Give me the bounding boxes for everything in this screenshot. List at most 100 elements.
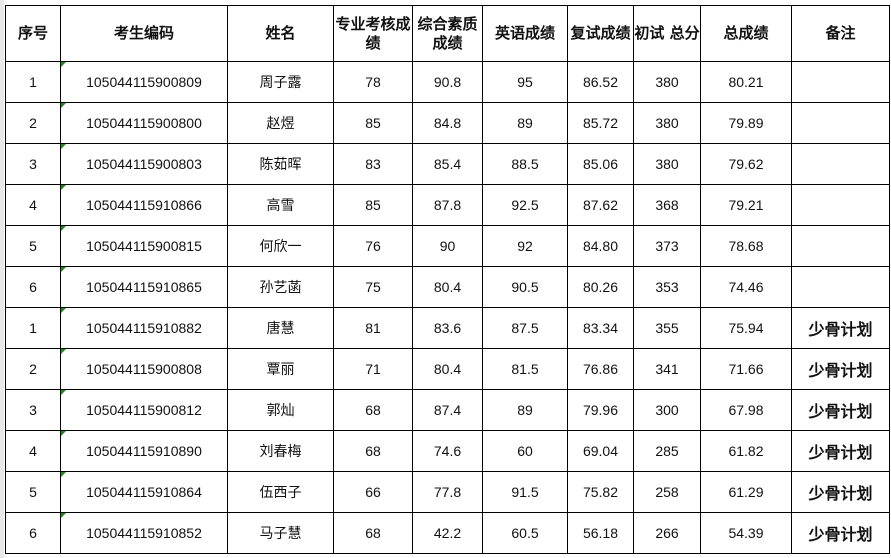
cell-total[interactable]: 78.68 — [700, 225, 792, 267]
cell-code[interactable]: 105044115900809 — [60, 61, 228, 103]
cell-code[interactable]: 105044115910864 — [60, 471, 228, 513]
cell-note[interactable] — [791, 102, 890, 144]
cell-english[interactable]: 60 — [482, 430, 568, 472]
cell-code[interactable]: 105044115910866 — [60, 184, 228, 226]
header-seq[interactable]: 序号 — [5, 5, 61, 62]
cell-retest[interactable]: 85.72 — [567, 102, 634, 144]
cell-code[interactable]: 105044115910882 — [60, 307, 228, 349]
cell-note[interactable] — [791, 184, 890, 226]
header-code[interactable]: 考生编码 — [60, 5, 228, 62]
cell-note[interactable] — [791, 143, 890, 185]
cell-retest[interactable]: 86.52 — [567, 61, 634, 103]
cell-english[interactable]: 89 — [482, 389, 568, 431]
cell-name[interactable]: 周子露 — [227, 61, 334, 103]
cell-seq[interactable]: 4 — [5, 184, 61, 226]
cell-english[interactable]: 92 — [482, 225, 568, 267]
cell-retest[interactable]: 76.86 — [567, 348, 634, 390]
cell-code[interactable]: 105044115910865 — [60, 266, 228, 308]
cell-total[interactable]: 67.98 — [700, 389, 792, 431]
cell-seq[interactable]: 3 — [5, 143, 61, 185]
cell-name[interactable]: 陈茹晖 — [227, 143, 334, 185]
cell-code[interactable]: 105044115900808 — [60, 348, 228, 390]
cell-initial[interactable]: 258 — [633, 471, 701, 513]
cell-overall[interactable]: 87.8 — [412, 184, 483, 226]
cell-total[interactable]: 79.21 — [700, 184, 792, 226]
cell-code[interactable]: 105044115900800 — [60, 102, 228, 144]
cell-total[interactable]: 79.89 — [700, 102, 792, 144]
cell-major[interactable]: 68 — [333, 430, 413, 472]
header-note[interactable]: 备注 — [791, 5, 890, 62]
cell-english[interactable]: 95 — [482, 61, 568, 103]
cell-major[interactable]: 76 — [333, 225, 413, 267]
cell-overall[interactable]: 84.8 — [412, 102, 483, 144]
cell-retest[interactable]: 80.26 — [567, 266, 634, 308]
cell-note[interactable]: 少骨计划 — [791, 348, 890, 390]
cell-code[interactable]: 105044115900812 — [60, 389, 228, 431]
cell-seq[interactable]: 4 — [5, 430, 61, 472]
cell-code[interactable]: 105044115910852 — [60, 512, 228, 554]
cell-retest[interactable]: 84.80 — [567, 225, 634, 267]
cell-retest[interactable]: 85.06 — [567, 143, 634, 185]
cell-total[interactable]: 79.62 — [700, 143, 792, 185]
cell-note[interactable]: 少骨计划 — [791, 389, 890, 431]
cell-retest[interactable]: 87.62 — [567, 184, 634, 226]
cell-retest[interactable]: 75.82 — [567, 471, 634, 513]
cell-code[interactable]: 105044115910890 — [60, 430, 228, 472]
cell-total[interactable]: 71.66 — [700, 348, 792, 390]
cell-name[interactable]: 伍西子 — [227, 471, 334, 513]
cell-initial[interactable]: 355 — [633, 307, 701, 349]
cell-initial[interactable]: 341 — [633, 348, 701, 390]
cell-note[interactable]: 少骨计划 — [791, 307, 890, 349]
cell-major[interactable]: 85 — [333, 102, 413, 144]
cell-seq[interactable]: 6 — [5, 266, 61, 308]
cell-total[interactable]: 74.46 — [700, 266, 792, 308]
cell-overall[interactable]: 85.4 — [412, 143, 483, 185]
cell-overall[interactable]: 83.6 — [412, 307, 483, 349]
cell-initial[interactable]: 285 — [633, 430, 701, 472]
cell-overall[interactable]: 77.8 — [412, 471, 483, 513]
cell-overall[interactable]: 90.8 — [412, 61, 483, 103]
cell-english[interactable]: 89 — [482, 102, 568, 144]
cell-name[interactable]: 马子慧 — [227, 512, 334, 554]
cell-seq[interactable]: 1 — [5, 61, 61, 103]
cell-note[interactable] — [791, 266, 890, 308]
cell-total[interactable]: 61.82 — [700, 430, 792, 472]
cell-total[interactable]: 80.21 — [700, 61, 792, 103]
cell-overall[interactable]: 90 — [412, 225, 483, 267]
cell-seq[interactable]: 5 — [5, 471, 61, 513]
cell-seq[interactable]: 2 — [5, 348, 61, 390]
header-name[interactable]: 姓名 — [227, 5, 334, 62]
cell-seq[interactable]: 2 — [5, 102, 61, 144]
cell-note[interactable]: 少骨计划 — [791, 471, 890, 513]
cell-overall[interactable]: 87.4 — [412, 389, 483, 431]
cell-seq[interactable]: 1 — [5, 307, 61, 349]
cell-total[interactable]: 61.29 — [700, 471, 792, 513]
cell-major[interactable]: 85 — [333, 184, 413, 226]
header-total[interactable]: 总成绩 — [700, 5, 792, 62]
header-overall[interactable]: 综合素质成绩 — [412, 5, 483, 62]
cell-overall[interactable]: 80.4 — [412, 348, 483, 390]
cell-seq[interactable]: 3 — [5, 389, 61, 431]
cell-english[interactable]: 88.5 — [482, 143, 568, 185]
cell-major[interactable]: 68 — [333, 389, 413, 431]
cell-total[interactable]: 54.39 — [700, 512, 792, 554]
cell-major[interactable]: 75 — [333, 266, 413, 308]
cell-name[interactable]: 唐慧 — [227, 307, 334, 349]
cell-major[interactable]: 78 — [333, 61, 413, 103]
cell-name[interactable]: 孙艺菡 — [227, 266, 334, 308]
cell-seq[interactable]: 5 — [5, 225, 61, 267]
cell-name[interactable]: 何欣一 — [227, 225, 334, 267]
cell-initial[interactable]: 300 — [633, 389, 701, 431]
cell-initial[interactable]: 380 — [633, 61, 701, 103]
cell-major[interactable]: 68 — [333, 512, 413, 554]
cell-note[interactable]: 少骨计划 — [791, 430, 890, 472]
cell-name[interactable]: 刘春梅 — [227, 430, 334, 472]
cell-retest[interactable]: 69.04 — [567, 430, 634, 472]
cell-major[interactable]: 83 — [333, 143, 413, 185]
header-english[interactable]: 英语成绩 — [482, 5, 568, 62]
cell-code[interactable]: 105044115900815 — [60, 225, 228, 267]
cell-overall[interactable]: 42.2 — [412, 512, 483, 554]
cell-initial[interactable]: 380 — [633, 102, 701, 144]
cell-note[interactable]: 少骨计划 — [791, 512, 890, 554]
cell-name[interactable]: 赵煜 — [227, 102, 334, 144]
